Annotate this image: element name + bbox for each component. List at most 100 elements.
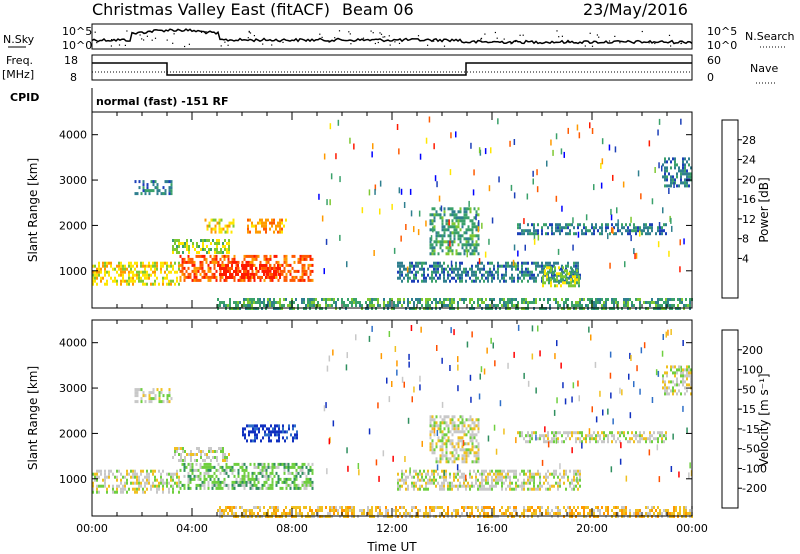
power-cell <box>170 189 173 193</box>
velocity-cell <box>513 506 515 509</box>
velocity-cell <box>679 512 681 515</box>
velocity-cell <box>517 484 519 488</box>
power-cell <box>563 226 565 230</box>
velocity-cell <box>597 509 599 512</box>
velocity-noise-point <box>590 334 592 341</box>
power-cell <box>554 266 556 270</box>
power-cell <box>455 228 458 232</box>
power-cell <box>152 183 155 187</box>
power-cell <box>639 298 641 301</box>
power-cell <box>351 301 353 304</box>
power-cell <box>437 267 439 271</box>
velocity-cell <box>405 509 407 512</box>
power-cell <box>397 264 399 268</box>
velocity-cell <box>471 445 474 449</box>
velocity-cell <box>463 457 466 461</box>
velocity-cell <box>276 430 278 434</box>
power-cell <box>473 234 476 238</box>
velocity-cell <box>607 506 609 509</box>
velocity-cell <box>269 474 272 478</box>
power-cell <box>226 230 229 234</box>
velocity-cell <box>108 469 110 473</box>
power-cell <box>179 269 182 273</box>
power-cell <box>467 249 470 253</box>
power-cell <box>557 261 559 265</box>
velocity-cell <box>469 451 472 455</box>
power-cell <box>551 229 553 233</box>
velocity-cell <box>429 421 432 425</box>
power-cell <box>443 273 445 277</box>
power-noise-point <box>563 151 565 158</box>
velocity-cell <box>483 484 485 488</box>
power-cell <box>225 264 227 267</box>
velocity-cell <box>277 480 280 484</box>
velocity-cell <box>413 469 415 473</box>
velocity-cell <box>503 475 505 479</box>
velocity-cell <box>367 506 369 509</box>
power-cell <box>166 273 168 277</box>
power-cell <box>449 213 452 217</box>
power-cell <box>104 267 106 271</box>
velocity-cell <box>244 427 246 431</box>
power-cell <box>277 221 279 225</box>
velocity-cell <box>120 490 122 494</box>
power-cell <box>467 270 469 274</box>
velocity-cell <box>268 439 270 443</box>
power-cell <box>279 263 282 267</box>
power-colorbar-tick-label: 8 <box>742 233 749 246</box>
velocity-cell <box>178 453 180 456</box>
power-cell <box>550 266 552 270</box>
velocity-cell <box>249 483 252 487</box>
power-cell <box>305 269 308 273</box>
power-cell <box>459 237 462 241</box>
power-cell <box>425 279 427 283</box>
power-cell <box>203 254 206 258</box>
power-cell <box>216 221 219 225</box>
power-cell <box>341 298 343 301</box>
power-cell <box>285 272 288 276</box>
velocity-cell <box>289 509 291 512</box>
power-cell <box>247 273 249 276</box>
power-cell <box>591 226 593 230</box>
power-cell <box>204 248 206 251</box>
power-cell <box>307 263 310 267</box>
velocity-cell <box>445 439 448 443</box>
velocity-cell <box>329 509 331 512</box>
velocity-cell <box>260 424 262 428</box>
velocity-cell <box>682 380 684 384</box>
velocity-cell <box>176 450 178 453</box>
velocity-cell <box>589 437 591 441</box>
velocity-cell <box>439 421 442 425</box>
power-cell <box>437 264 439 268</box>
velocity-cell <box>686 377 688 381</box>
power-cell <box>245 273 247 276</box>
velocity-cell <box>671 512 673 515</box>
power-cell <box>407 273 409 277</box>
velocity-noise-point <box>394 346 397 352</box>
nsearch-point <box>670 45 672 47</box>
power-cell <box>168 282 170 286</box>
velocity-cell <box>577 506 579 509</box>
power-cell <box>461 219 464 223</box>
power-cell <box>269 304 271 307</box>
power-cell <box>170 261 172 265</box>
power-cell <box>124 279 126 283</box>
power-cell <box>666 175 668 179</box>
power-cell <box>421 261 423 265</box>
power-cell <box>247 218 249 222</box>
velocity-cell <box>276 424 278 428</box>
velocity-cell <box>176 469 178 473</box>
velocity-cell <box>104 484 106 488</box>
power-cell <box>433 298 435 301</box>
power-cell <box>435 273 437 277</box>
power-cell <box>399 270 401 274</box>
velocity-cell <box>250 439 252 443</box>
power-cell <box>467 228 470 232</box>
velocity-cell <box>96 472 98 476</box>
velocity-cell <box>477 469 479 473</box>
velocity-cell <box>501 481 503 485</box>
power-cell <box>218 218 221 222</box>
power-cell <box>108 270 110 274</box>
power-cell <box>415 276 417 280</box>
velocity-cell <box>269 483 272 487</box>
